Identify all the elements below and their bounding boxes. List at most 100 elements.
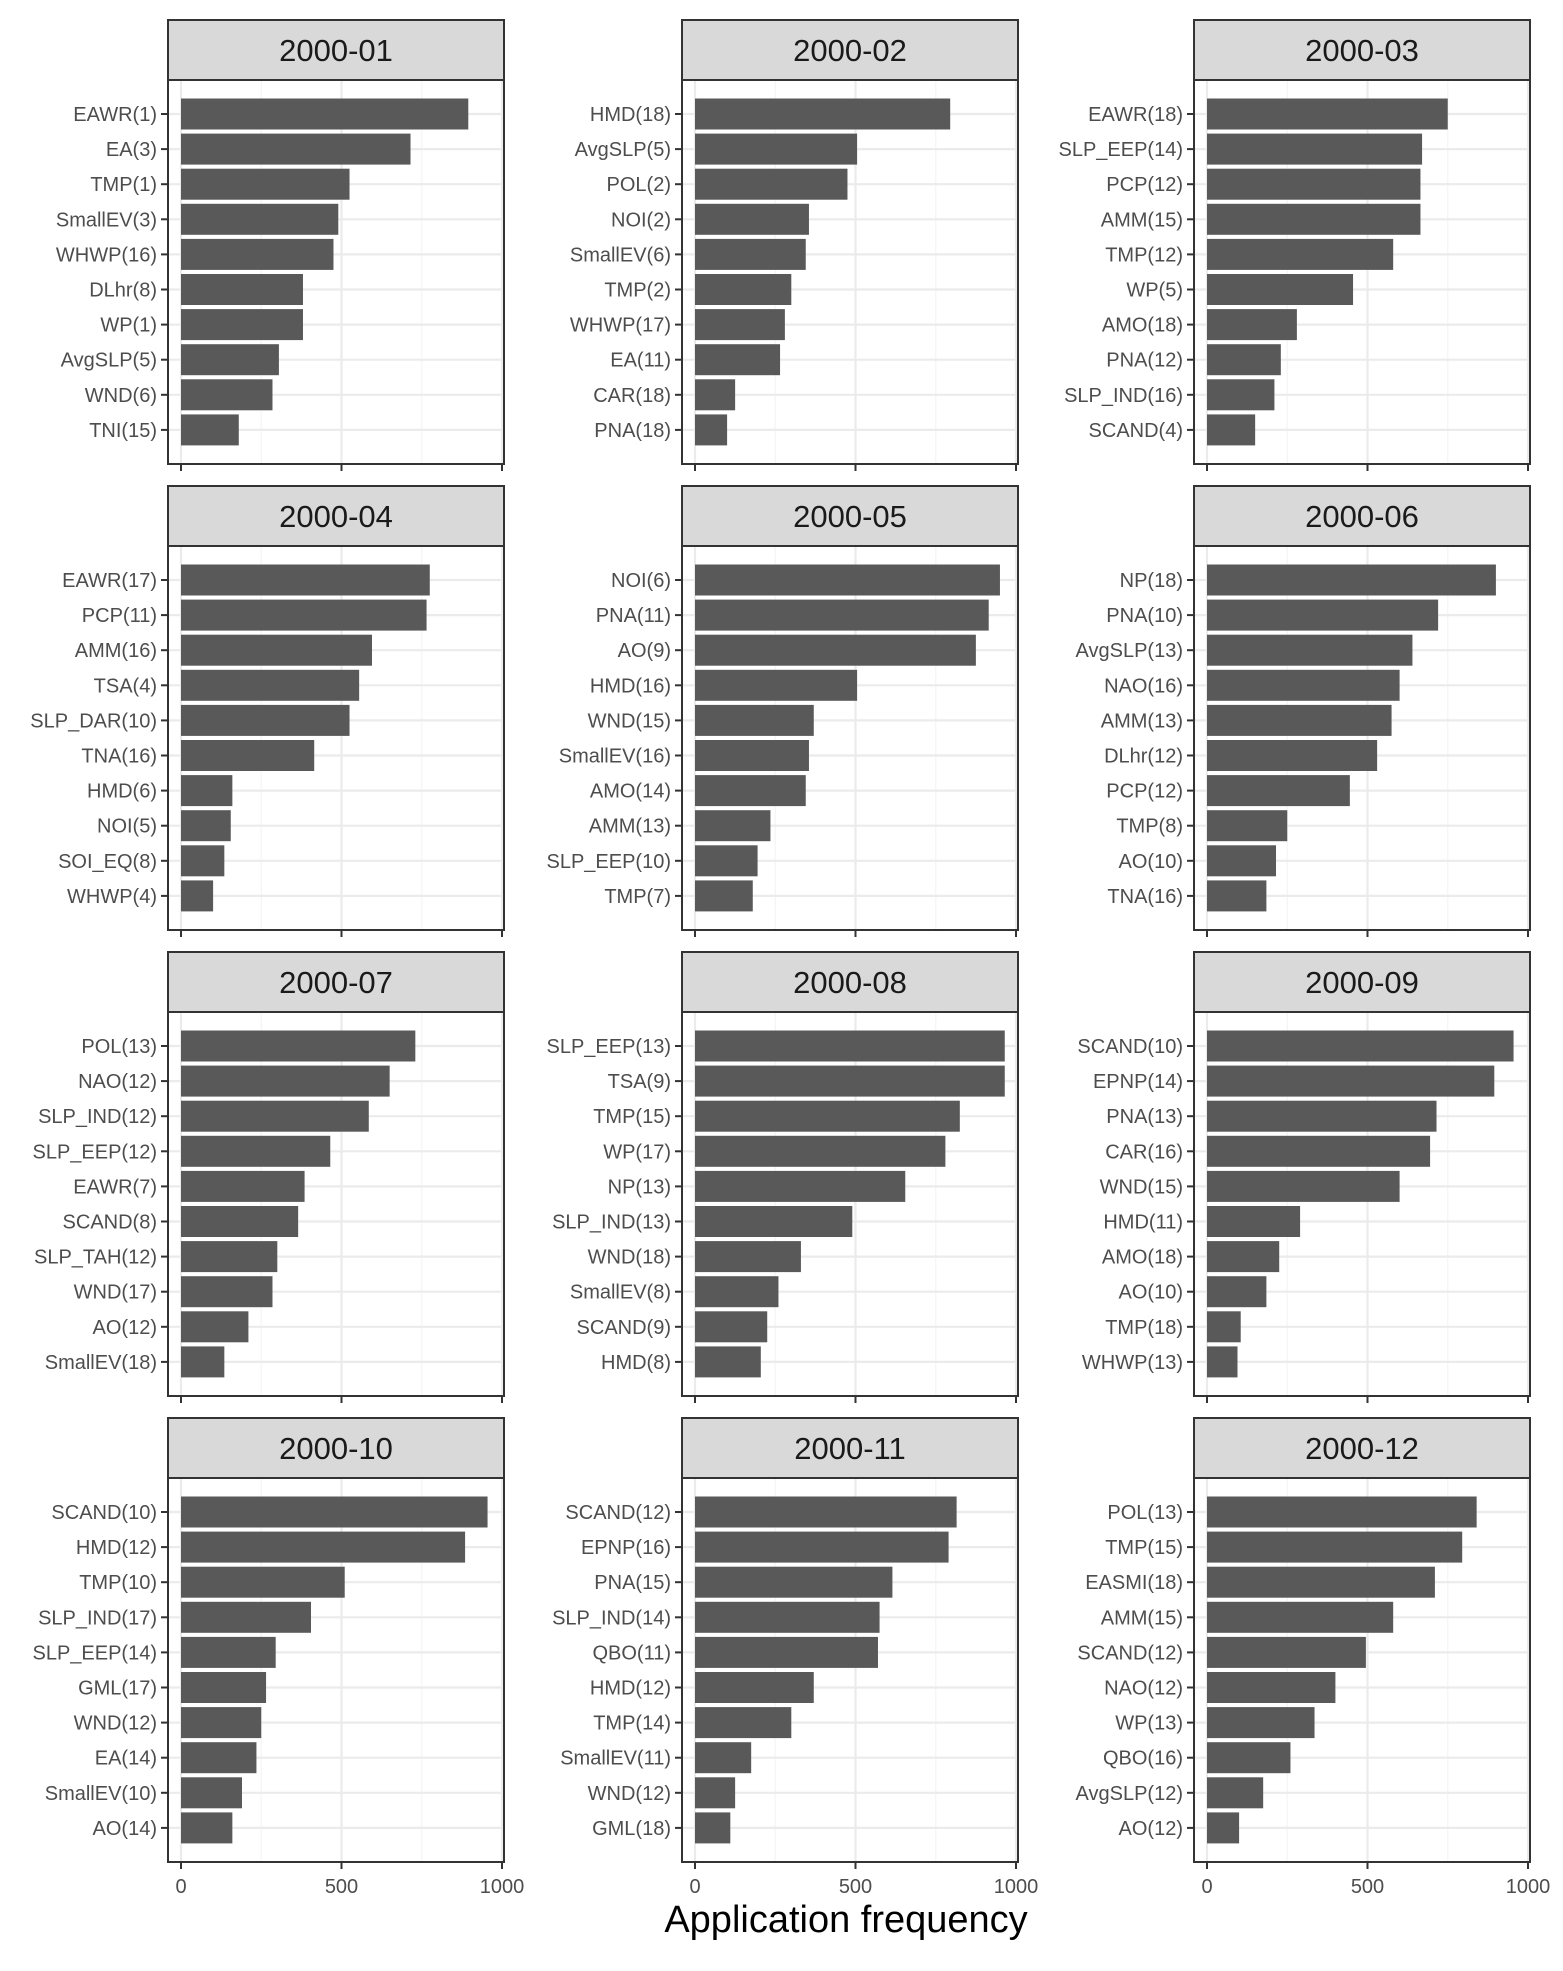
category-label: AMM(15): [1101, 209, 1183, 231]
bar-TMP(2): [695, 274, 792, 305]
category-label: SLP_IND(17): [38, 1607, 157, 1629]
bar-EPNP(14): [1207, 1065, 1495, 1097]
bar-NAO(12): [181, 1065, 390, 1097]
category-label: EASMI(18): [1085, 1572, 1183, 1594]
category-label: AMM(13): [1101, 710, 1183, 732]
panel-2000-10: 2000-10 SCAND(10) HMD(12) TMP(10) SLP_IND(17…: [32, 1417, 524, 1898]
bar-EAWR(1): [181, 98, 469, 130]
category-label: SLP_EEP(10): [546, 851, 671, 873]
bar-WHWP(13): [1207, 1346, 1238, 1378]
strip-title: 2000-11: [794, 1431, 905, 1466]
category-label: EA(3): [106, 139, 157, 161]
category-label: EPNP(16): [581, 1537, 671, 1559]
category-label: WHWP(16): [56, 244, 157, 266]
strip-title: 2000-01: [279, 33, 393, 68]
category-label: TMP(18): [1105, 1317, 1183, 1339]
panel-2000-06: 2000-06 NP(18) PNA(10) AvgSLP(13) NAO(16) AMM…: [1076, 485, 1531, 937]
category-label: SCAND(9): [577, 1317, 671, 1339]
bar-SCAND(10): [1207, 1030, 1514, 1062]
bar-EA(14): [181, 1742, 257, 1774]
bar-NAO(12): [1207, 1672, 1336, 1703]
bar-CAR(16): [1207, 1135, 1431, 1167]
category-label: WND(15): [1100, 1176, 1183, 1198]
category-label: TMP(15): [1105, 1537, 1183, 1559]
bar-CAR(18): [695, 379, 736, 411]
bar-AMM(15): [1207, 1601, 1394, 1633]
bar-SLP_EEP(12): [181, 1135, 331, 1167]
bar-SLP_EEP(14): [181, 1636, 276, 1668]
category-label: EA(14): [95, 1748, 157, 1770]
category-label: NOI(2): [611, 209, 671, 231]
bar-SmallEV(3): [181, 203, 339, 235]
category-label: EAWR(1): [73, 104, 157, 126]
category-label: SmallEV(3): [56, 209, 157, 231]
bar-EAWR(18): [1207, 98, 1448, 130]
category-label: HMD(18): [590, 104, 671, 126]
category-label: HMD(12): [76, 1537, 157, 1559]
bar-PNA(18): [695, 414, 728, 446]
bar-SLP_IND(17): [181, 1601, 312, 1633]
bar-AO(10): [1207, 1276, 1267, 1308]
bar-HMD(18): [695, 98, 951, 130]
bar-WND(12): [181, 1707, 262, 1739]
category-label: AO(12): [1119, 1818, 1183, 1840]
strip-title: 2000-05: [793, 499, 907, 534]
panel-2000-09: 2000-09 SCAND(10) EPNP(14) PNA(13) CAR(16) WN…: [1077, 951, 1531, 1403]
category-label: PNA(13): [1106, 1106, 1183, 1128]
panel-border: [681, 1011, 1019, 1397]
category-label: TMP(2): [604, 280, 671, 302]
category-label: TSA(9): [608, 1071, 671, 1093]
bar-EASMI(18): [1207, 1566, 1435, 1598]
bar-TNI(15): [181, 414, 239, 446]
bar-POL(13): [1207, 1496, 1477, 1528]
bar-SLP_EEP(13): [695, 1030, 1005, 1062]
x-tick-label: 500: [325, 1876, 358, 1898]
category-label: AMO(14): [590, 781, 671, 803]
category-label: PCP(11): [82, 605, 157, 627]
bar-SLP_IND(16): [1207, 379, 1275, 411]
category-label: AMO(18): [1102, 1247, 1183, 1269]
strip-background: [167, 485, 505, 547]
strip-title: 2000-04: [279, 499, 393, 534]
category-label: QBO(16): [1103, 1748, 1183, 1770]
category-label: NAO(12): [78, 1071, 157, 1093]
category-label: TNA(16): [1107, 886, 1183, 908]
panel-border: [1193, 545, 1531, 931]
category-label: CAR(18): [593, 385, 671, 407]
bar-AMM(13): [1207, 704, 1392, 736]
category-label: SmallEV(16): [559, 746, 671, 768]
category-label: GML(17): [78, 1678, 157, 1700]
bar-SOI_EQ(8): [181, 845, 225, 877]
category-label: CAR(16): [1105, 1141, 1183, 1163]
category-label: AMM(16): [75, 640, 157, 662]
bar-PNA(15): [695, 1566, 893, 1598]
category-label: AvgSLP(13): [1076, 640, 1183, 662]
bar-PNA(12): [1207, 344, 1281, 376]
category-label: SLP_EEP(13): [546, 1036, 671, 1058]
bar-PNA(10): [1207, 599, 1439, 631]
category-label: WHWP(13): [1082, 1352, 1183, 1374]
category-label: WND(12): [74, 1713, 157, 1735]
panel-border: [681, 79, 1019, 465]
panel-2000-07: 2000-07 POL(13) NAO(12) SLP_IND(12) SLP_EEP(…: [32, 951, 505, 1403]
category-label: WND(18): [588, 1247, 671, 1269]
panel-border: [167, 1011, 505, 1397]
bar-AO(9): [695, 634, 976, 666]
bar-EPNP(16): [695, 1531, 949, 1563]
bar-AMO(18): [1207, 309, 1297, 341]
category-label: NP(18): [1120, 570, 1183, 592]
panel-2000-05: 2000-05 NOI(6) PNA(11) AO(9) HMD(16) WND(15) S…: [546, 485, 1019, 937]
bar-HMD(11): [1207, 1206, 1301, 1237]
category-label: TMP(8): [1116, 816, 1183, 838]
bar-WND(15): [695, 704, 814, 736]
bar-NOI(5): [181, 810, 231, 842]
strip-background: [681, 951, 1019, 1013]
bar-WP(5): [1207, 274, 1354, 305]
bar-TNA(16): [181, 740, 315, 771]
bar-TSA(4): [181, 669, 360, 701]
category-label: SLP_EEP(14): [32, 1642, 157, 1664]
panel-border: [1193, 1477, 1531, 1863]
category-label: WND(17): [74, 1282, 157, 1304]
category-label: TMP(14): [593, 1713, 671, 1735]
